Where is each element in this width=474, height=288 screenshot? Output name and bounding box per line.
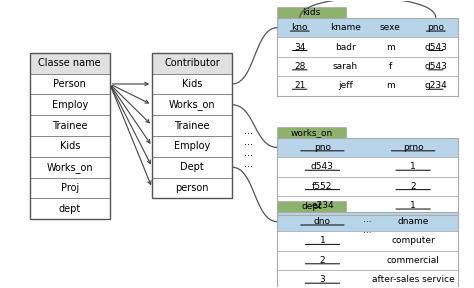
Text: g234: g234 <box>424 81 447 90</box>
Text: Trainee: Trainee <box>174 121 210 130</box>
Text: d543: d543 <box>311 162 334 171</box>
Text: ...: ... <box>244 126 253 136</box>
FancyBboxPatch shape <box>277 157 458 177</box>
Text: ...: ... <box>364 215 372 224</box>
Text: prno: prno <box>403 143 423 152</box>
Text: 2: 2 <box>319 256 325 265</box>
Text: f552: f552 <box>312 182 333 191</box>
Text: kno: kno <box>292 23 308 32</box>
FancyBboxPatch shape <box>277 76 458 96</box>
Text: dno: dno <box>314 217 331 226</box>
Text: 34: 34 <box>294 43 305 52</box>
Text: kids: kids <box>302 8 320 17</box>
FancyBboxPatch shape <box>277 37 458 57</box>
Text: person: person <box>175 183 209 193</box>
Text: Trainee: Trainee <box>52 121 88 130</box>
Text: pno: pno <box>427 23 444 32</box>
Text: Works_on: Works_on <box>46 162 93 173</box>
Text: sexe: sexe <box>380 23 401 32</box>
FancyBboxPatch shape <box>30 53 110 73</box>
Text: computer: computer <box>391 236 435 245</box>
Text: badr: badr <box>335 43 356 52</box>
Text: Proj: Proj <box>61 183 79 193</box>
Text: 2: 2 <box>410 182 416 191</box>
FancyBboxPatch shape <box>277 7 346 18</box>
Text: Person: Person <box>53 79 86 89</box>
Text: e234: e234 <box>311 201 334 210</box>
FancyBboxPatch shape <box>277 127 346 138</box>
Text: Employ: Employ <box>52 100 88 110</box>
Text: kname: kname <box>329 23 361 32</box>
FancyBboxPatch shape <box>30 157 110 178</box>
FancyBboxPatch shape <box>152 136 232 157</box>
Text: 1: 1 <box>410 162 416 171</box>
Text: ...: ... <box>364 226 372 235</box>
FancyBboxPatch shape <box>277 251 458 270</box>
Text: Contributor: Contributor <box>164 58 220 68</box>
FancyBboxPatch shape <box>152 94 232 115</box>
Text: ...: ... <box>244 148 253 158</box>
FancyBboxPatch shape <box>277 138 458 157</box>
FancyBboxPatch shape <box>30 136 110 157</box>
FancyBboxPatch shape <box>30 73 110 94</box>
Text: 1: 1 <box>319 236 325 245</box>
FancyBboxPatch shape <box>277 57 458 76</box>
Text: ...: ... <box>244 159 253 169</box>
Text: m: m <box>386 81 395 90</box>
Text: Works_on: Works_on <box>169 99 216 110</box>
Text: dept: dept <box>301 202 322 211</box>
Text: d543: d543 <box>424 43 447 52</box>
Text: works_on: works_on <box>291 128 333 137</box>
Text: Kids: Kids <box>60 141 80 151</box>
FancyBboxPatch shape <box>277 177 458 196</box>
Text: Dept: Dept <box>181 162 204 172</box>
FancyBboxPatch shape <box>152 115 232 136</box>
Text: jeff: jeff <box>337 81 353 90</box>
Text: 28: 28 <box>294 62 305 71</box>
FancyBboxPatch shape <box>152 73 232 94</box>
FancyBboxPatch shape <box>30 115 110 136</box>
Text: f: f <box>389 62 392 71</box>
Text: commercial: commercial <box>387 256 439 265</box>
FancyBboxPatch shape <box>277 201 346 212</box>
FancyBboxPatch shape <box>152 53 232 73</box>
FancyBboxPatch shape <box>277 270 458 288</box>
FancyBboxPatch shape <box>277 18 458 37</box>
Text: Employ: Employ <box>174 141 210 151</box>
Text: 21: 21 <box>294 81 305 90</box>
Text: pno: pno <box>314 143 331 152</box>
FancyBboxPatch shape <box>152 178 232 198</box>
Text: dept: dept <box>59 204 81 214</box>
Text: ...: ... <box>244 137 253 147</box>
FancyBboxPatch shape <box>30 94 110 115</box>
FancyBboxPatch shape <box>277 231 458 251</box>
Text: 3: 3 <box>319 275 325 284</box>
FancyBboxPatch shape <box>30 198 110 219</box>
FancyBboxPatch shape <box>152 157 232 178</box>
Text: m: m <box>386 43 395 52</box>
FancyBboxPatch shape <box>277 212 458 231</box>
Text: d543: d543 <box>424 62 447 71</box>
Text: Kids: Kids <box>182 79 202 89</box>
Text: after-sales service: after-sales service <box>372 275 455 284</box>
FancyBboxPatch shape <box>30 178 110 198</box>
Text: Classe name: Classe name <box>38 58 101 68</box>
FancyBboxPatch shape <box>277 196 458 215</box>
Text: sarah: sarah <box>333 62 358 71</box>
Text: 1: 1 <box>410 201 416 210</box>
Text: dname: dname <box>397 217 429 226</box>
